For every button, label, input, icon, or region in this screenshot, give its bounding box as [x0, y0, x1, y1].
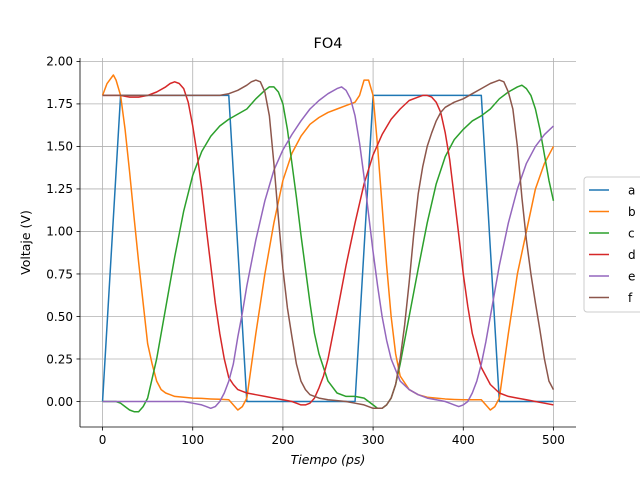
x-tick-label: 0 — [99, 433, 107, 447]
grid — [80, 58, 576, 427]
y-tick-label: 0.75 — [46, 267, 73, 281]
legend-label-b: b — [628, 205, 636, 219]
axes: 0 100 200 300 400 500 0.00 0.25 0.50 0.75 1.00 1.25… — [46, 55, 576, 447]
y-tick-label: 0.25 — [46, 352, 73, 366]
y-tick-label: 1.50 — [46, 140, 73, 154]
x-axis-label: Tiempo (ps) — [291, 452, 366, 467]
y-tick-label: 0.00 — [46, 395, 73, 409]
series-line-e — [102, 86, 554, 410]
series-lines — [101, 74, 555, 413]
series-line-d — [102, 81, 554, 406]
y-tick-label: 1.25 — [46, 182, 73, 196]
y-tick-label: 2.00 — [46, 55, 73, 69]
series-line-b — [101, 74, 555, 411]
legend-label-a: a — [628, 184, 635, 198]
series-line-c — [102, 84, 555, 413]
legend-label-c: c — [628, 227, 635, 241]
y-tick-label: 1.00 — [46, 225, 73, 239]
x-tick-label: 400 — [452, 433, 475, 447]
legend-label-e: e — [628, 270, 635, 284]
x-tick-label: 100 — [181, 433, 204, 447]
x-tick-label: 200 — [271, 433, 294, 447]
series-line-f — [102, 79, 555, 410]
x-tick-label: 500 — [542, 433, 565, 447]
y-tick-label: 0.50 — [46, 310, 73, 324]
legend-label-d: d — [628, 248, 636, 262]
y-tick-label: 1.75 — [46, 97, 73, 111]
chart-title: FO4 — [314, 36, 343, 52]
legend-label-f: f — [628, 291, 633, 305]
x-tick-label: 300 — [362, 433, 385, 447]
y-axis-label: Voltaje (V) — [18, 210, 33, 275]
